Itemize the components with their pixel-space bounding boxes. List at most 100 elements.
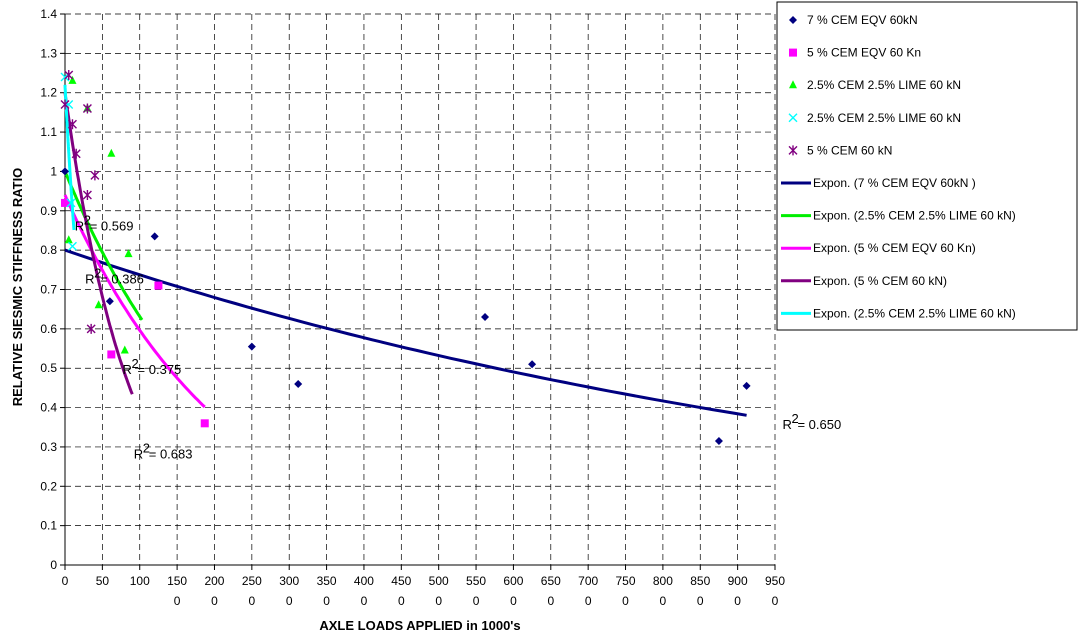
data-point-series-4 (67, 119, 77, 130)
data-point-series-0 (61, 167, 69, 176)
x-tick-label: 300 (279, 574, 299, 588)
legend-label: 2.5% CEM 2.5% LIME 60 kN (807, 78, 961, 92)
r-squared-value: = 0.650 (797, 417, 841, 432)
data-point-series-3 (67, 241, 77, 251)
y-tick-label: 0.7 (40, 283, 57, 297)
data-point-series-4 (71, 148, 81, 159)
data-point-series-2 (64, 235, 73, 244)
data-point-series-1 (200, 419, 209, 428)
x-tick-label: 850 (690, 574, 710, 588)
data-point-series-0 (528, 360, 537, 369)
x-tick-label: 950 (765, 574, 785, 588)
x-tick-label-line2: 0 (622, 594, 629, 608)
x-tick-label-line2: 0 (734, 594, 741, 608)
x-tick-label-line2: 0 (286, 594, 293, 608)
superscript-2: 2 (143, 441, 150, 456)
legend-label: Expon. (5 % CEM 60 kN) (813, 274, 947, 288)
trendline-1 (63, 170, 144, 321)
superscript-2: 2 (791, 411, 798, 426)
r-symbol: R (75, 218, 84, 233)
data-point-series-0 (105, 297, 114, 306)
legend-label: Expon. (7 % CEM EQV 60kN ) (813, 176, 976, 190)
x-tick-label: 0 (62, 574, 69, 588)
y-tick-label: 1 (50, 164, 57, 178)
data-point-series-0 (742, 381, 751, 390)
r-squared-label: R 2= 0.683 (134, 441, 193, 462)
r-squared-label: R 2= 0.375 (123, 356, 182, 377)
x-tick-label-line2: 0 (772, 594, 779, 608)
x-tick-label: 400 (354, 574, 374, 588)
legend-marker-1 (789, 48, 797, 57)
x-tick-label: 100 (130, 574, 150, 588)
x-tick-label: 900 (728, 574, 748, 588)
r-squared-value: = 0.386 (100, 272, 144, 287)
r-symbol: R (782, 417, 791, 432)
x-tick-label-line2: 0 (547, 594, 554, 608)
data-points (60, 70, 751, 446)
y-tick-label: 0.5 (40, 361, 57, 375)
legend-marker-2 (789, 80, 797, 89)
x-tick-label: 50 (96, 574, 110, 588)
x-tick-label-line2: 0 (473, 594, 480, 608)
y-tick-label: 0.3 (40, 440, 57, 454)
x-tick-label-line2: 0 (697, 594, 704, 608)
data-point-series-3 (66, 198, 76, 208)
trendline-0 (64, 248, 747, 417)
x-tick-label-line2: 0 (211, 594, 218, 608)
x-tick-label: 150 (167, 574, 187, 588)
legend-label: Expon. (5 % CEM EQV 60 Kn) (813, 241, 976, 255)
grid (65, 13, 776, 565)
y-tick-label: 0.9 (40, 204, 57, 218)
data-point-series-1 (61, 198, 69, 207)
data-point-series-4 (82, 190, 92, 201)
trendline-3 (63, 92, 134, 395)
data-point-series-4 (60, 99, 70, 110)
data-point-series-3 (64, 100, 74, 110)
y-tick-label: 0.2 (40, 479, 57, 493)
y-tick-label: 0 (50, 558, 57, 572)
x-tick-label-line2: 0 (660, 594, 667, 608)
x-tick-label-line2: 0 (323, 594, 330, 608)
trendline-4 (63, 84, 76, 231)
data-point-series-1 (154, 281, 163, 290)
legend-marker-3 (788, 113, 798, 123)
legend-label: 5 % CEM EQV 60 Kn (807, 46, 921, 60)
legend-label: 5 % CEM 60 kN (807, 143, 892, 157)
superscript-2: 2 (132, 356, 139, 371)
y-tick-label: 1.1 (40, 125, 57, 139)
r-squared-label: R 2= 0.569 (75, 212, 134, 233)
legend-box (776, 1, 1078, 331)
y-tick-label: 0.6 (40, 322, 57, 336)
x-tick-label-line2: 0 (361, 594, 368, 608)
r-squared-label: R 2= 0.386 (85, 266, 144, 287)
x-tick-label-line2: 0 (585, 594, 592, 608)
legend: 7 % CEM EQV 60kN 5 % CEM EQV 60 Kn 2.5% CE… (776, 1, 1078, 331)
superscript-2: 2 (94, 266, 101, 281)
data-point-series-0 (714, 437, 723, 446)
r-squared-value: = 0.683 (149, 447, 193, 462)
data-point-series-0 (247, 342, 256, 351)
r-symbol: R (123, 362, 132, 377)
data-point-series-0 (481, 313, 490, 322)
r-squared-value: = 0.569 (90, 218, 134, 233)
x-tick-label: 800 (653, 574, 673, 588)
superscript-2: 2 (84, 212, 91, 227)
legend-label: 7 % CEM EQV 60kN (807, 13, 918, 27)
y-tick-label: 1.3 (40, 46, 57, 60)
x-tick-label: 750 (616, 574, 636, 588)
data-point-series-4 (64, 70, 74, 81)
r-squared-label: R 2= 0.650 (782, 411, 841, 432)
y-tick-label: 0.1 (40, 519, 57, 533)
x-tick-label-line2: 0 (174, 594, 181, 608)
x-tick-label: 500 (429, 574, 449, 588)
trendlines (63, 84, 747, 417)
data-point-series-4 (82, 103, 92, 114)
y-tick-label: 0.8 (40, 243, 57, 257)
r-symbol: R (134, 447, 143, 462)
y-axis-title: RELATIVE SIESMIC STIFFNESS RATIO (10, 168, 25, 407)
x-tick-label: 550 (466, 574, 486, 588)
x-tick-label: 450 (391, 574, 411, 588)
legend-marker-4 (788, 145, 798, 156)
legend-label: Expon. (2.5% CEM 2.5% LIME 60 kN) (813, 306, 1016, 320)
